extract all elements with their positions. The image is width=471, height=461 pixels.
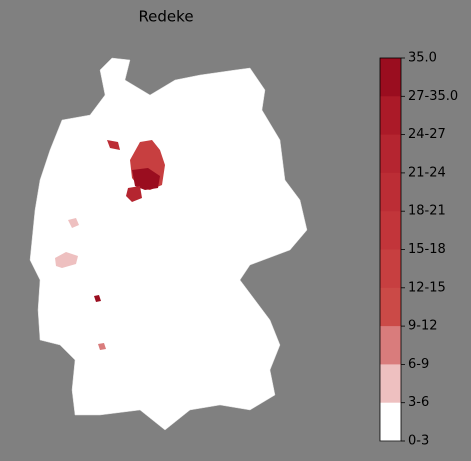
- colorbar-tick-label: 18-21: [408, 204, 446, 219]
- region: [126, 186, 142, 202]
- region: [98, 343, 106, 350]
- colorbar-tick-label: 15-18: [408, 242, 446, 257]
- region: [68, 218, 79, 228]
- colorbar-segment: [380, 58, 401, 97]
- colorbar-tick-label: 24-27: [408, 127, 446, 142]
- region: [55, 252, 78, 268]
- colorbar-segment: [380, 364, 401, 404]
- colorbar-tick-label: 6-9: [408, 357, 429, 372]
- country-outline: [29, 57, 308, 431]
- colorbar-segment: [380, 134, 401, 174]
- colorbar-segment: [380, 211, 401, 250]
- colorbar-tick-label: 0-3: [408, 434, 429, 449]
- colorbar-tick-label: 9-12: [408, 319, 438, 334]
- colorbar-tick-label: 27-35.0: [408, 89, 458, 104]
- region: [107, 140, 120, 150]
- colorbar-tick-label: 35.0: [408, 51, 437, 66]
- germany-map: [29, 57, 308, 431]
- colorbar-tick-label: 21-24: [408, 165, 446, 180]
- colorbar-segment: [380, 172, 401, 212]
- region: [132, 168, 160, 190]
- map-title: Redeke: [138, 8, 193, 26]
- colorbar: 35.0 27-35.0 24-27 21-24 18-21 15-18 12-15 9-12…: [379, 51, 458, 449]
- colorbar-segment: [380, 402, 401, 442]
- region: [94, 295, 101, 302]
- colorbar-segment: [380, 249, 401, 289]
- colorbar-tick-label: 12-15: [408, 280, 446, 295]
- colorbar-segment: [380, 287, 401, 327]
- colorbar-segment: [380, 326, 401, 365]
- colorbar-segment: [380, 96, 401, 136]
- colorbar-tick-label: 3-6: [408, 395, 429, 410]
